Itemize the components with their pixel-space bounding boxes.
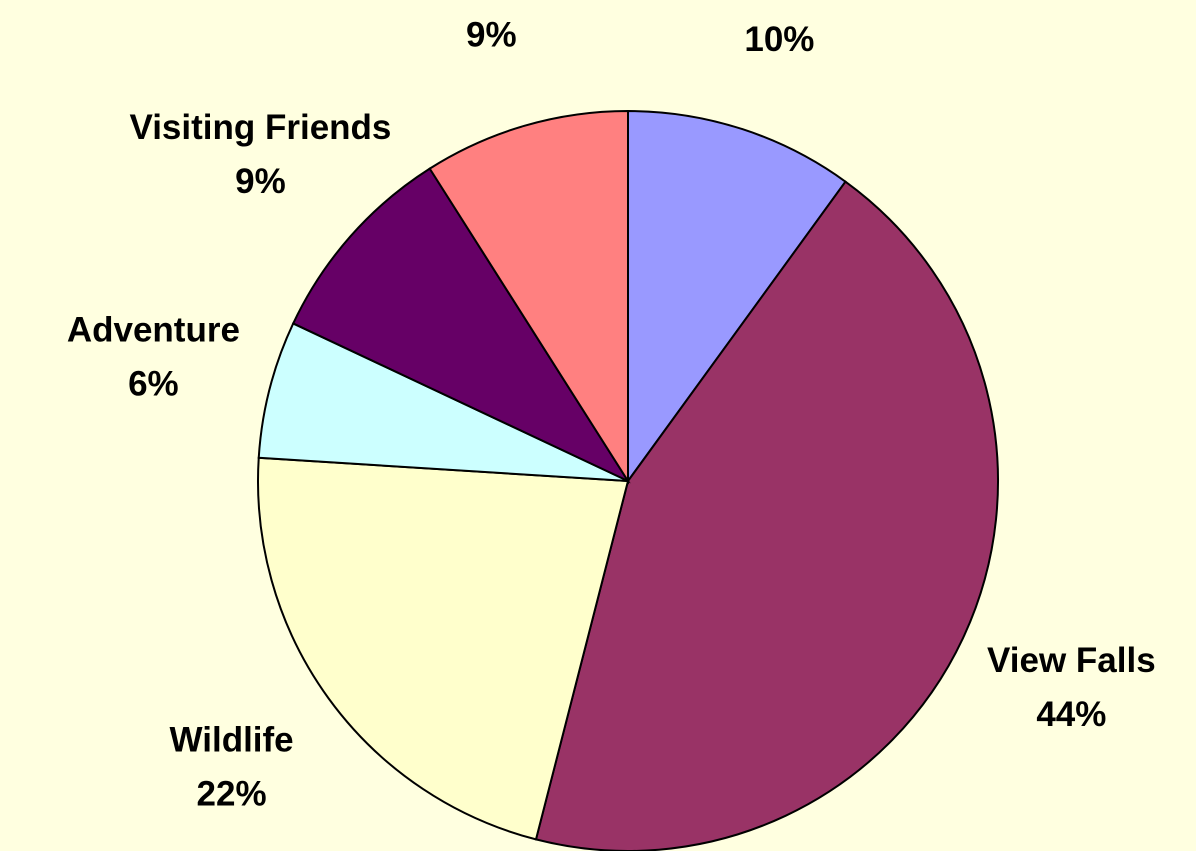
pie-slice xyxy=(428,109,629,485)
slice-value-label: 44% xyxy=(1036,695,1106,734)
slice-label: Visiting Friends xyxy=(129,108,391,147)
pie-slice xyxy=(291,167,631,484)
slice-label: Business xyxy=(702,0,858,5)
pie-slice xyxy=(257,456,630,841)
slice-label: Adventure xyxy=(67,310,240,349)
slice-label: Other xyxy=(445,0,539,1)
slice-label: Wildlife xyxy=(170,720,294,759)
slice-value-label: 6% xyxy=(128,364,179,403)
pie-slice xyxy=(627,109,847,485)
pie-slice xyxy=(257,322,629,482)
slice-value-label: 10% xyxy=(744,20,814,59)
pie-slice xyxy=(534,180,999,851)
slice-value-label: 9% xyxy=(466,16,517,55)
slice-value-label: 22% xyxy=(197,774,267,813)
slice-value-label: 9% xyxy=(235,162,286,201)
slice-label: View Falls xyxy=(987,641,1156,680)
